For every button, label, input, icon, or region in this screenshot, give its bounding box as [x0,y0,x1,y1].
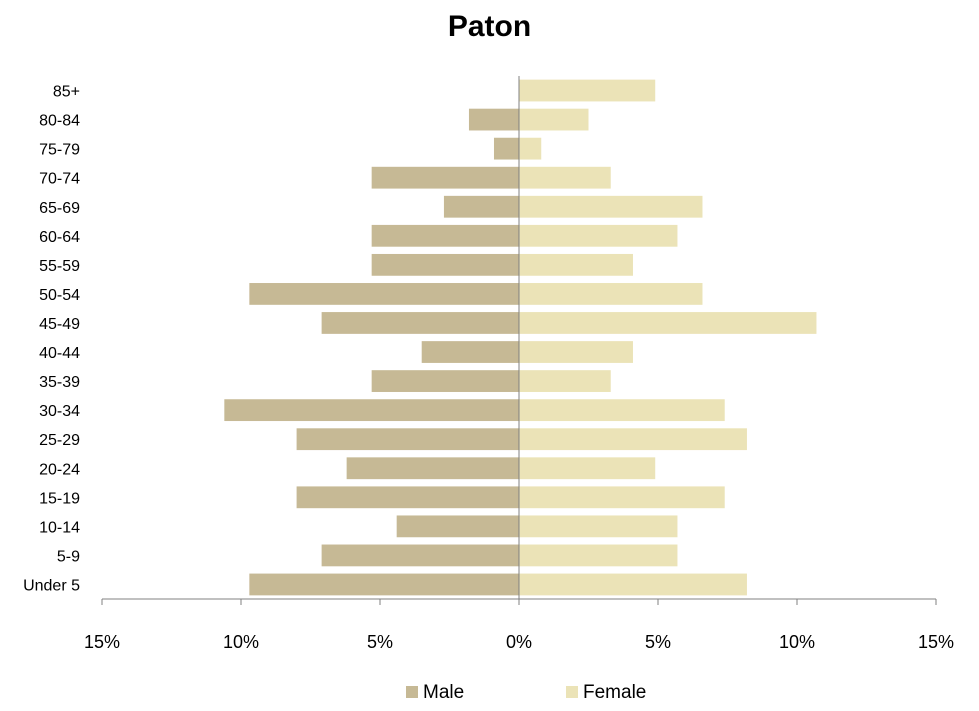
female-bar-70-74 [519,166,611,189]
male-bar-5-9 [321,544,519,567]
category-label: 20-24 [39,461,80,478]
male-bar-65-69 [443,195,519,218]
category-label: 45-49 [39,316,80,333]
male-bars [224,108,519,596]
category-labels: 85+ 80-84 75-79 70-74 65-69 60-64 55-59 50-54 45… [23,84,80,595]
legend-label-female: Female [583,682,646,703]
female-bar-55-59 [519,253,633,276]
category-label: 65-69 [39,200,80,217]
legend-swatch-male [406,686,418,698]
category-label: 35-39 [39,374,80,391]
x-axis-ticks: 15% 10% 5% 0% 5% 10% 15% [84,599,954,652]
male-bar-20-24 [346,457,519,480]
male-bar-under-5 [249,573,519,596]
category-label: 80-84 [39,113,80,130]
x-tick-label: 10% [779,632,815,652]
category-label: 15-19 [39,490,80,507]
female-bar-10-14 [519,515,678,538]
category-label: 25-29 [39,432,80,449]
female-bar-45-49 [519,312,817,334]
female-bar-80-84 [519,108,589,131]
male-bar-60-64 [371,224,519,247]
category-label: 70-74 [39,171,80,188]
female-bar-40-44 [519,341,633,363]
chart-title: Paton [448,10,531,43]
category-label: 75-79 [39,142,80,159]
male-bar-55-59 [371,253,519,276]
male-bar-70-74 [371,166,519,189]
female-bar-60-64 [519,224,678,247]
female-bars [519,79,817,596]
female-bar-under-5 [519,573,747,596]
category-label: 10-14 [39,519,80,536]
category-label: Under 5 [23,577,80,594]
legend: Male Female [406,682,646,703]
x-tick-label: 15% [84,632,120,652]
male-bar-50-54 [249,283,519,305]
x-tick-label: 5% [367,632,393,652]
female-bar-85plus [519,79,656,102]
male-bar-35-39 [371,370,519,392]
female-bar-50-54 [519,283,703,305]
male-bar-25-29 [296,428,519,451]
female-bar-20-24 [519,457,656,480]
male-bar-30-34 [224,399,519,422]
female-bar-25-29 [519,428,747,451]
legend-swatch-female [566,686,578,698]
legend-label-male: Male [423,682,464,703]
x-tick-label: 15% [918,632,954,652]
female-bar-75-79 [519,137,542,160]
female-bar-65-69 [519,195,703,218]
category-label: 40-44 [39,345,80,362]
x-tick-label: 10% [223,632,259,652]
male-bar-15-19 [296,486,519,509]
male-bar-75-79 [493,137,519,160]
category-label: 50-54 [39,287,80,304]
male-bar-10-14 [396,515,519,538]
category-label: 5-9 [57,548,80,565]
category-label: 60-64 [39,229,80,246]
female-bar-15-19 [519,486,725,509]
male-bar-40-44 [421,341,519,363]
male-bar-80-84 [468,108,519,131]
female-bar-30-34 [519,399,725,422]
category-label: 30-34 [39,403,80,420]
x-tick-label: 5% [645,632,671,652]
male-bar-45-49 [321,312,519,334]
female-bar-5-9 [519,544,678,567]
category-label: 85+ [53,84,80,101]
category-label: 55-59 [39,258,80,275]
x-tick-label: 0% [506,632,532,652]
female-bar-35-39 [519,370,611,392]
